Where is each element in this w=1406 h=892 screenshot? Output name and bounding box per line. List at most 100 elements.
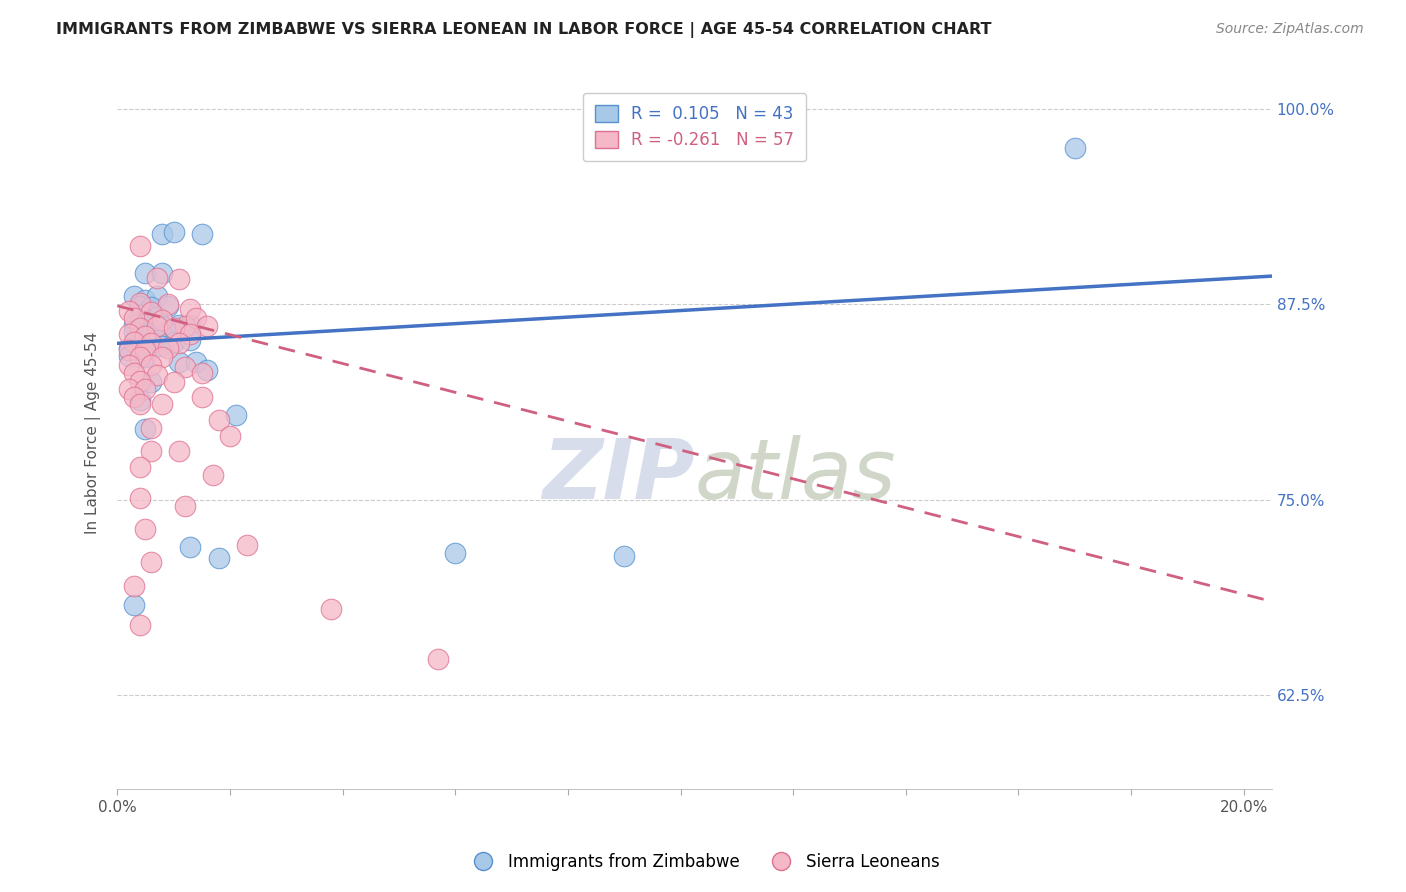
Point [122, 334, 145, 349]
Point [122, 289, 145, 303]
Point [197, 363, 219, 377]
Point [150, 313, 173, 327]
Point [122, 598, 145, 612]
Point [128, 308, 150, 322]
Point [117, 303, 139, 318]
Point [134, 343, 156, 357]
Point [162, 334, 184, 349]
Point [427, 652, 450, 666]
Point [167, 318, 190, 332]
Point [150, 351, 173, 365]
Point [134, 266, 156, 280]
Point [173, 499, 195, 513]
Point [128, 320, 150, 334]
Point [150, 397, 173, 411]
Point [134, 328, 156, 343]
Point [145, 368, 167, 382]
Point [117, 341, 139, 355]
Point [156, 341, 179, 355]
Point [173, 359, 195, 374]
Point [145, 333, 167, 347]
Point [145, 319, 167, 334]
Point [139, 421, 162, 435]
Point [139, 336, 162, 351]
Point [156, 299, 179, 313]
Point [128, 299, 150, 313]
Point [1063, 141, 1085, 155]
Point [208, 413, 231, 427]
Point [117, 326, 139, 341]
Point [167, 272, 190, 286]
Point [134, 351, 156, 365]
Point [190, 366, 212, 380]
Point [139, 305, 162, 319]
Point [117, 358, 139, 372]
Point [122, 311, 145, 326]
Point [150, 227, 173, 241]
Point [122, 579, 145, 593]
Y-axis label: In Labor Force | Age 45-54: In Labor Force | Age 45-54 [86, 332, 101, 534]
Point [179, 301, 201, 316]
Point [167, 336, 190, 351]
Point [134, 523, 156, 537]
Point [128, 351, 150, 365]
Point [139, 358, 162, 372]
Point [444, 546, 467, 560]
Point [128, 392, 150, 407]
Text: ZIP: ZIP [541, 435, 695, 516]
Point [190, 227, 212, 241]
Point [179, 333, 201, 347]
Point [134, 293, 156, 307]
Point [117, 382, 139, 396]
Point [613, 549, 636, 563]
Point [179, 326, 201, 341]
Point [139, 376, 162, 390]
Point [321, 602, 343, 616]
Point [167, 355, 190, 369]
Point [225, 409, 247, 423]
Point [128, 374, 150, 388]
Point [139, 301, 162, 315]
Point [128, 295, 150, 310]
Text: Source: ZipAtlas.com: Source: ZipAtlas.com [1216, 22, 1364, 37]
Point [122, 390, 145, 404]
Point [134, 341, 156, 355]
Point [156, 297, 179, 311]
Point [139, 444, 162, 458]
Point [128, 459, 150, 474]
Point [150, 319, 173, 334]
Point [128, 618, 150, 632]
Point [117, 343, 139, 357]
Point [197, 319, 219, 334]
Point [134, 382, 156, 396]
Point [128, 397, 150, 411]
Point [122, 326, 145, 340]
Legend: Immigrants from Zimbabwe, Sierra Leoneans: Immigrants from Zimbabwe, Sierra Leonean… [458, 845, 948, 880]
Point [167, 444, 190, 458]
Point [145, 289, 167, 303]
Text: atlas: atlas [695, 435, 896, 516]
Point [139, 555, 162, 569]
Point [134, 316, 156, 330]
Point [202, 467, 225, 482]
Point [179, 540, 201, 554]
Point [134, 422, 156, 436]
Point [128, 491, 150, 506]
Point [219, 428, 242, 442]
Point [162, 320, 184, 334]
Point [117, 349, 139, 363]
Point [145, 310, 167, 324]
Point [156, 326, 179, 340]
Point [190, 390, 212, 404]
Point [128, 334, 150, 349]
Point [162, 376, 184, 390]
Point [122, 318, 145, 332]
Point [122, 366, 145, 380]
Point [236, 538, 259, 552]
Point [139, 326, 162, 341]
Legend: R =  0.105   N = 43, R = -0.261   N = 57: R = 0.105 N = 43, R = -0.261 N = 57 [583, 93, 806, 161]
Point [145, 270, 167, 285]
Point [150, 339, 173, 353]
Point [184, 311, 207, 326]
Point [150, 266, 173, 280]
